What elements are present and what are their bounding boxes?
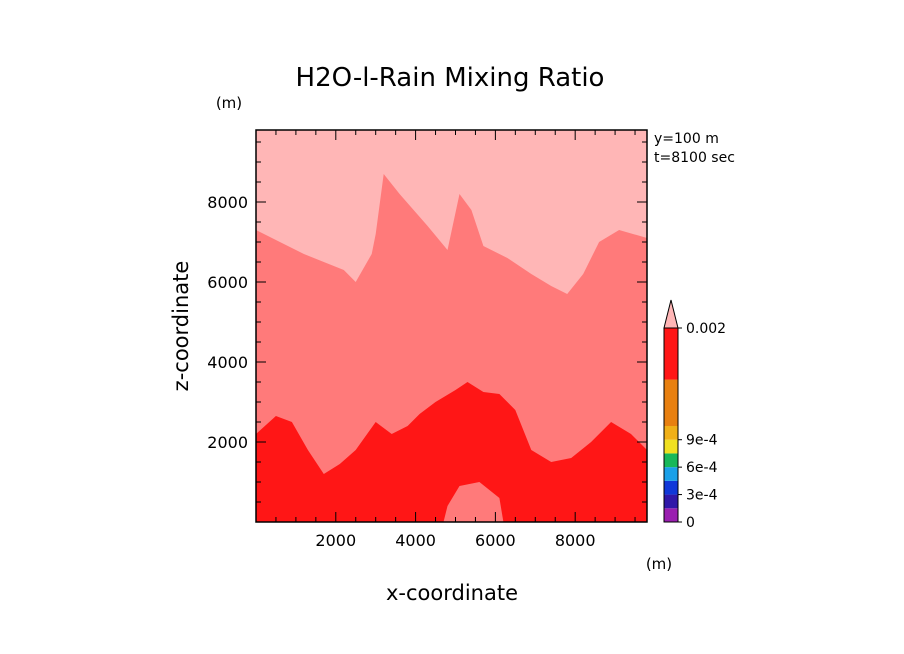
colorbar: 0 3e-4 6e-4 9e-4 0.002 — [663, 299, 726, 531]
colorbar-label: 9e-4 — [686, 433, 718, 449]
colorbar-segment — [664, 453, 678, 468]
y-tick-label: 2000 — [207, 433, 248, 452]
x-axis-label: x-coordinate — [386, 581, 518, 605]
y-tick-label: 4000 — [207, 353, 248, 372]
colorbar-segment — [664, 328, 678, 380]
colorbar-label: 6e-4 — [686, 460, 718, 476]
pocket-region — [443, 482, 504, 522]
annotation-y: y=100 m — [654, 131, 719, 147]
x-tick-label: 6000 — [475, 531, 516, 550]
x-tick-label: 8000 — [555, 531, 596, 550]
mid-rain-band-region — [256, 174, 647, 522]
colorbar-extension — [663, 299, 679, 329]
colorbar-segment — [664, 508, 678, 522]
x-tick-label: 4000 — [395, 531, 436, 550]
colorbar-segment — [664, 494, 678, 509]
y-tick-label: 8000 — [207, 193, 248, 212]
y-tick-label: 6000 — [207, 273, 248, 292]
plot-border — [255, 129, 648, 523]
y-axis: 2000 4000 6000 8000 — [207, 193, 248, 452]
low-rain-band-region — [256, 382, 647, 522]
colorbar-label: 0.002 — [686, 321, 726, 337]
chart-title: H2O-l-Rain Mixing Ratio — [296, 63, 605, 93]
colorbar-label: 0 — [686, 515, 695, 531]
x-tick-label: 2000 — [315, 531, 356, 550]
colorbar-label: 3e-4 — [686, 488, 718, 504]
colorbar-segment — [664, 480, 678, 495]
x-unit-label: (m) — [646, 555, 672, 573]
colorbar-border — [663, 327, 679, 523]
y-unit-label: (m) — [216, 94, 242, 112]
annotation-t: t=8100 sec — [654, 150, 735, 166]
colorbar-segment — [664, 439, 678, 454]
colorbar-segment — [664, 426, 678, 440]
plot-area — [256, 130, 647, 522]
colorbar-segment — [664, 379, 678, 426]
plot-frame — [255, 129, 648, 523]
x-axis: 2000 4000 6000 8000 — [315, 531, 595, 550]
y-axis-label: z-coordinate — [169, 261, 193, 392]
colorbar-segment — [664, 467, 678, 481]
